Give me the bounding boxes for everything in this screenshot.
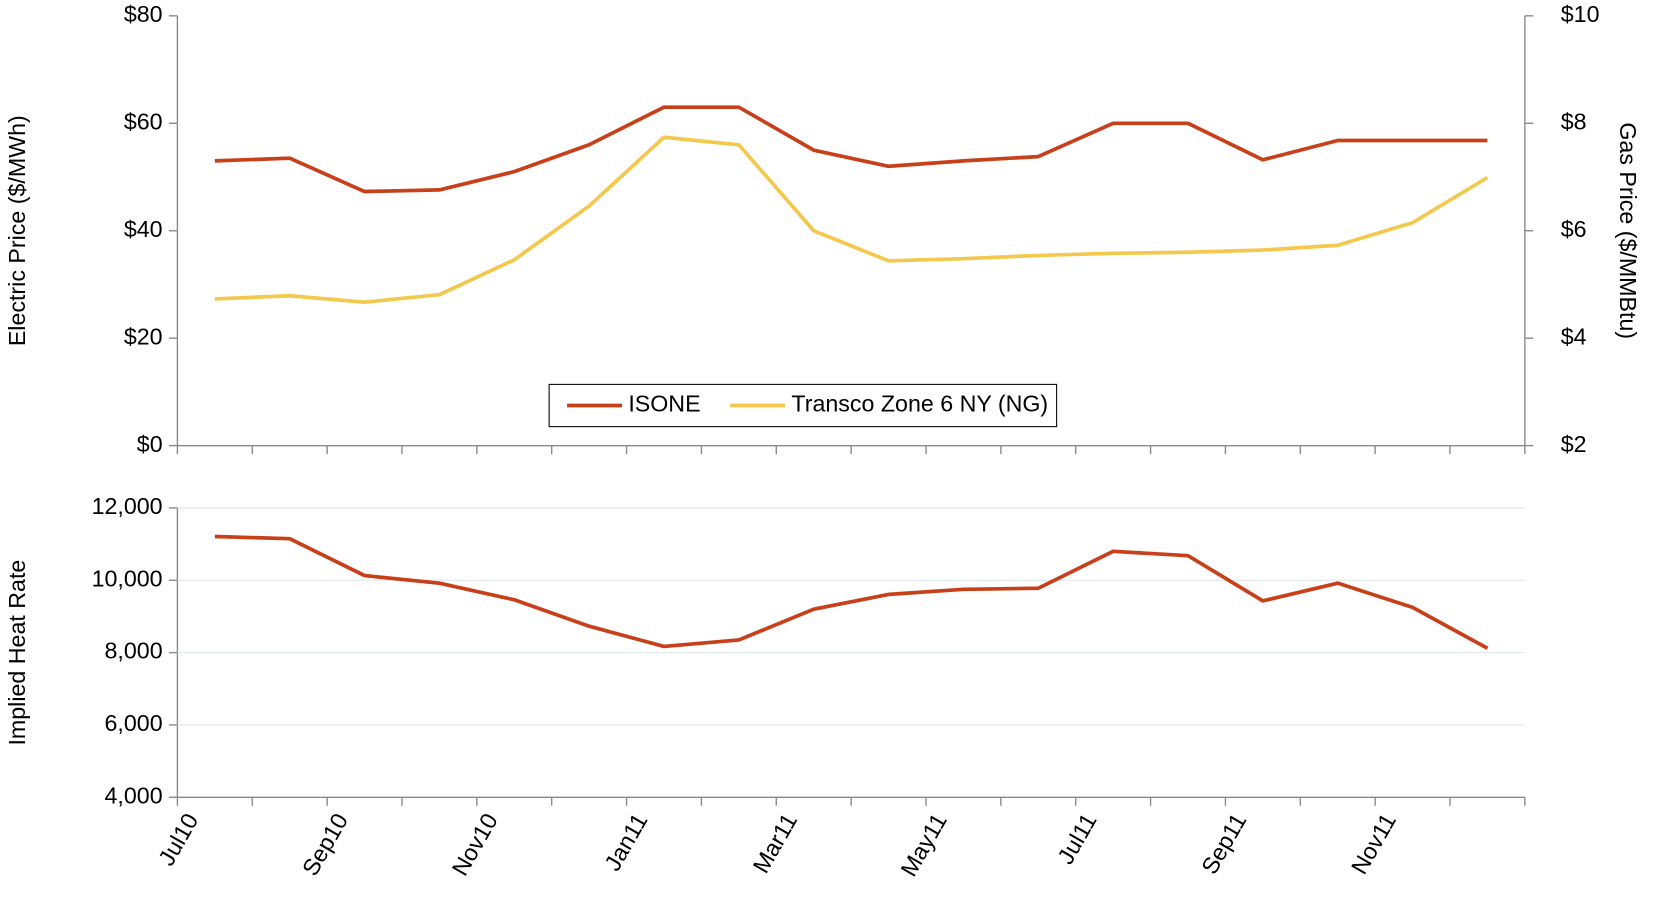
x-tick-label: Sep10 bbox=[297, 809, 353, 880]
x-tick-label: Jul10 bbox=[153, 809, 203, 870]
y2-tick-label: $6 bbox=[1561, 216, 1587, 242]
y-tick-label: $80 bbox=[124, 1, 163, 27]
y2-tick-label: $4 bbox=[1561, 323, 1587, 349]
y-tick-label: $40 bbox=[124, 216, 163, 242]
y2-tick-label: $2 bbox=[1561, 431, 1587, 457]
y-tick-label: 10,000 bbox=[92, 565, 163, 591]
y-tick-label: 8,000 bbox=[105, 638, 163, 664]
x-tick-label: Jul11 bbox=[1052, 809, 1101, 869]
legend: ISONE Transco Zone 6 NY (NG) bbox=[548, 383, 1058, 428]
x-tick-label: May11 bbox=[895, 809, 952, 881]
legend-label: ISONE bbox=[628, 391, 700, 417]
y-tick-label: 4,000 bbox=[105, 782, 163, 808]
y-tick-label: 6,000 bbox=[105, 710, 163, 736]
y-tick-label: $20 bbox=[124, 323, 163, 349]
series-line bbox=[214, 105, 1488, 194]
x-tick-label: Mar11 bbox=[748, 809, 803, 878]
x-tick-label: Nov10 bbox=[447, 809, 503, 880]
y-tick-label: 12,000 bbox=[92, 493, 163, 519]
y-axis-title: Electric Price ($/MWh) bbox=[4, 115, 30, 346]
y-tick-label: $60 bbox=[124, 108, 163, 134]
y-axis-title: Implied Heat Rate bbox=[4, 560, 30, 746]
legend-box bbox=[548, 383, 1058, 428]
series-line bbox=[214, 135, 1489, 305]
chart-body: $0 $20 $40 $60 $80 $2 $4 $6 $8 $10 Electric Price … bbox=[4, 1, 1641, 881]
x-tick-label: Sep11 bbox=[1196, 809, 1251, 879]
y-tick-label: $0 bbox=[137, 431, 163, 457]
y2-axis-title: Gas Price ($/MMBtu) bbox=[1615, 122, 1641, 339]
series-line bbox=[214, 534, 1489, 650]
y2-tick-label: $8 bbox=[1561, 108, 1587, 134]
y2-tick-label: $10 bbox=[1561, 1, 1600, 27]
x-tick-label: Jan11 bbox=[599, 809, 652, 875]
legend-label: Transco Zone 6 NY (NG) bbox=[791, 391, 1048, 417]
x-tick-label: Nov11 bbox=[1346, 809, 1401, 879]
